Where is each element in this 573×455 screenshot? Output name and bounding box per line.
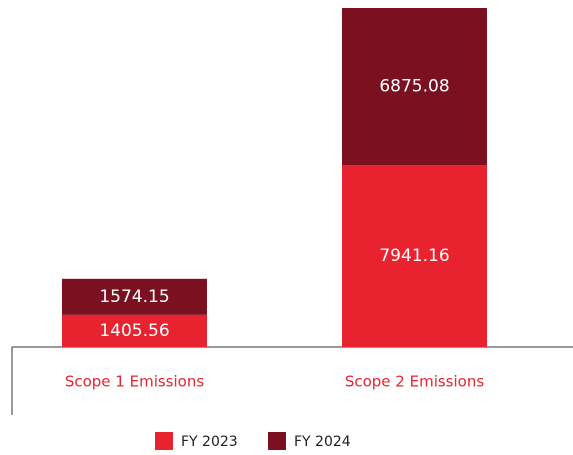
data-label: 7941.16	[379, 246, 449, 266]
bar-segment	[62, 314, 207, 347]
x-tick-label: Scope 2 Emissions	[345, 373, 485, 391]
bar-segment	[342, 8, 487, 166]
data-label: 6875.08	[379, 77, 449, 97]
x-tick-label: Scope 1 Emissions	[65, 373, 205, 391]
bar-segment	[62, 278, 207, 315]
data-label: 1405.56	[99, 321, 169, 341]
legend-label: FY 2023	[181, 434, 238, 450]
bar-segment	[342, 165, 487, 347]
data-label: 1574.15	[99, 287, 169, 307]
legend-swatch	[268, 432, 286, 450]
legend-swatch	[155, 432, 173, 450]
legend-label: FY 2024	[294, 434, 351, 450]
